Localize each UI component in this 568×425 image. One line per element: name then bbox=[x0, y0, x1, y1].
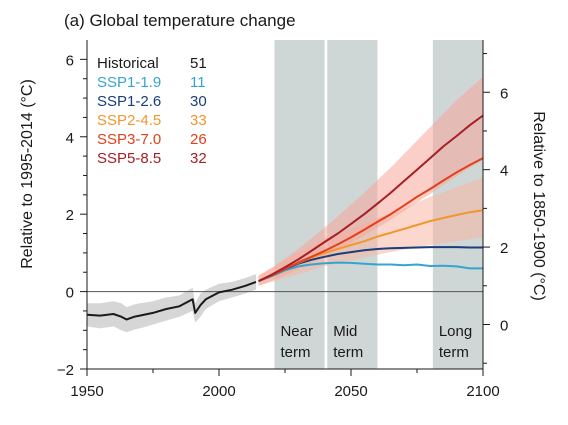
legend-label-ssp1-1-9: SSP1-1.9 bbox=[97, 74, 161, 91]
line-ssp1-1-9 bbox=[258, 261, 483, 283]
period-sublabel-mid: term bbox=[333, 344, 363, 361]
y-left-tick-label: 0 bbox=[66, 285, 74, 302]
legend-label-ssp2-4-5: SSP2-4.5 bbox=[97, 112, 161, 129]
line-ssp5-8-5 bbox=[258, 114, 484, 282]
chart-title: (a) Global temperature change bbox=[64, 11, 296, 30]
legend-count-ssp5-8-5: 32 bbox=[190, 150, 207, 167]
x-tick-label: 2000 bbox=[202, 383, 235, 400]
x-tick-label: 1950 bbox=[70, 383, 103, 400]
y-right-tick-label: 4 bbox=[500, 163, 508, 180]
y-left-tick-label: −2 bbox=[57, 362, 74, 379]
y-right-tick-label: 6 bbox=[500, 85, 508, 102]
band-ssp5-8-5 bbox=[258, 76, 483, 286]
legend-count-ssp1-2-6: 30 bbox=[190, 93, 207, 110]
period-label-mid: Mid bbox=[333, 323, 357, 340]
y-axis-left-label: Relative to 1995-2014 (°C) bbox=[19, 79, 36, 269]
axes: −2 0 2 4 6 0 2 4 6 1950 2000 2050 2100 bbox=[57, 40, 508, 400]
legend-count-ssp2-4-5: 33 bbox=[190, 112, 207, 129]
y-right-tick-label: 2 bbox=[500, 240, 508, 257]
y-left-tick-label: 4 bbox=[66, 130, 74, 147]
y-left-tick-label: 2 bbox=[66, 207, 74, 224]
y-left-tick-label: 6 bbox=[66, 52, 74, 69]
legend: Historical 51 SSP1-1.9 11 SSP1-2.6 30 SSP2-4.5… bbox=[97, 55, 207, 167]
y-right-tick-label: 0 bbox=[500, 317, 508, 334]
legend-label-ssp5-8-5: SSP5-8.5 bbox=[97, 150, 161, 167]
legend-label-ssp1-2-6: SSP1-2.6 bbox=[97, 93, 161, 110]
period-sublabel-long: term bbox=[439, 344, 469, 361]
x-tick-label: 2100 bbox=[466, 383, 499, 400]
line-historical bbox=[86, 280, 257, 321]
period-rect-near bbox=[274, 40, 325, 369]
period-labels: Near term Mid term Long term bbox=[280, 323, 472, 361]
legend-label-historical: Historical bbox=[97, 55, 159, 72]
series-lines bbox=[86, 114, 484, 321]
period-sublabel-near: term bbox=[280, 344, 310, 361]
legend-count-ssp3-7-0: 26 bbox=[190, 131, 207, 148]
legend-count-historical: 51 bbox=[190, 55, 207, 72]
legend-label-ssp3-7-0: SSP3-7.0 bbox=[97, 131, 161, 148]
line-ssp3-7-0 bbox=[258, 157, 484, 283]
y-axis-right-label: Relative to 1850-1900 (°C) bbox=[530, 111, 547, 301]
x-tick-label: 2050 bbox=[334, 383, 367, 400]
legend-count-ssp1-1-9: 11 bbox=[190, 74, 206, 91]
band-historical bbox=[87, 274, 256, 333]
period-label-near: Near bbox=[280, 323, 313, 340]
period-label-long: Long bbox=[439, 323, 472, 340]
